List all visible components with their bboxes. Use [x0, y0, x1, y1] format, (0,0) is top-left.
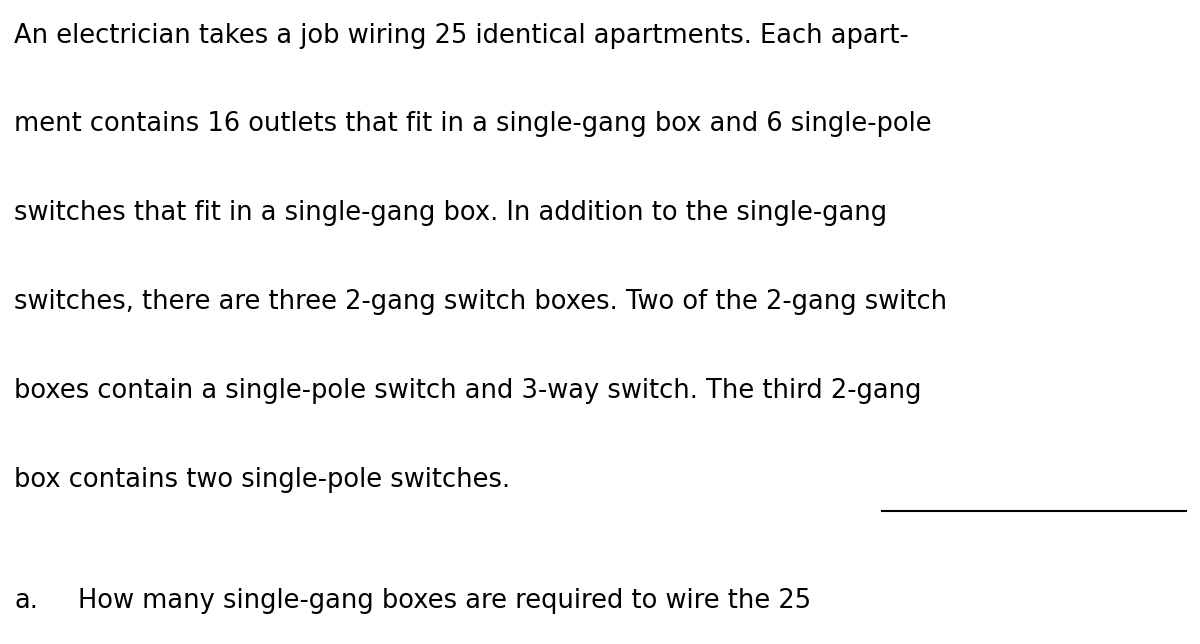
Text: box contains two single-pole switches.: box contains two single-pole switches. — [14, 467, 510, 493]
Text: An electrician takes a job wiring 25 identical apartments. Each apart-: An electrician takes a job wiring 25 ide… — [14, 23, 910, 48]
Text: switches, there are three 2-gang switch boxes. Two of the 2-gang switch: switches, there are three 2-gang switch … — [14, 289, 948, 315]
Text: a.: a. — [14, 588, 38, 614]
Text: ment contains 16 outlets that fit in a single-gang box and 6 single-pole: ment contains 16 outlets that fit in a s… — [14, 111, 932, 137]
Text: boxes contain a single-pole switch and 3-way switch. The third 2-gang: boxes contain a single-pole switch and 3… — [14, 378, 922, 404]
Text: switches that fit in a single-gang box. In addition to the single-gang: switches that fit in a single-gang box. … — [14, 200, 888, 226]
Text: How many single-gang boxes are required to wire the 25: How many single-gang boxes are required … — [78, 588, 811, 614]
